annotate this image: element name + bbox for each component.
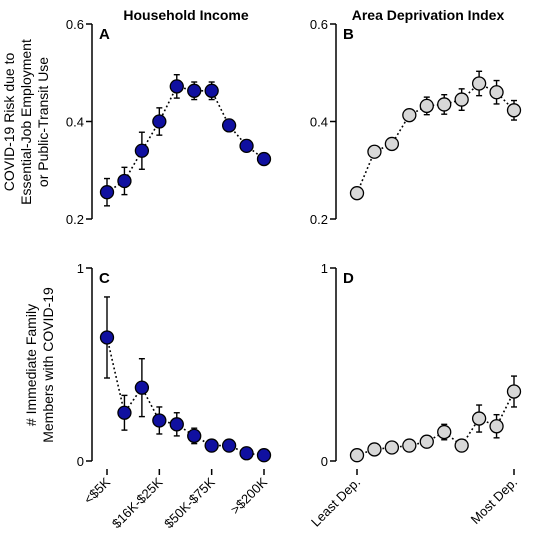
- panel-a-income-risk: 0.2 0.4 0.6 A: [66, 17, 272, 227]
- panel-c-income-family: 0 1C <$5K$16K-$25K$50K-$75K >$200K: [77, 261, 272, 531]
- ylabel-risk-line1: COVID-19 Risk due to: [1, 53, 17, 192]
- y-tick-label: 0.2: [310, 212, 328, 227]
- data-point: [454, 438, 469, 453]
- y-tick-label: 0.2: [66, 212, 84, 227]
- data-point: [99, 185, 115, 200]
- data-point: [367, 442, 382, 457]
- data-point: [169, 79, 184, 94]
- y-tick-label: 0.6: [66, 17, 84, 32]
- data-point: [134, 380, 150, 395]
- panel-b-adi-risk: 0.2 0.4 0.6 B: [310, 17, 522, 227]
- data-point: [239, 138, 254, 154]
- panel-d-adi-family: 0 1D Least Dep. Most Dep.: [308, 261, 522, 530]
- ylabel-risk-line2: Essential-Job Employment: [18, 39, 34, 205]
- data-point: [204, 438, 219, 453]
- data-point: [471, 411, 487, 426]
- data-point: [384, 440, 400, 455]
- data-point: [419, 434, 434, 449]
- ylabel-family-line2: Members with COVID-19: [40, 287, 56, 443]
- data-point: [384, 136, 400, 152]
- panel-letter: A: [99, 26, 110, 43]
- data-point: [152, 114, 167, 129]
- data-point: [402, 438, 417, 453]
- series-connector-line: [106, 337, 265, 456]
- data-point: [239, 446, 254, 461]
- panel-letter: B: [343, 26, 354, 43]
- y-tick-label: 0: [321, 454, 328, 469]
- panel-letter: D: [343, 270, 354, 287]
- data-point: [437, 424, 452, 440]
- data-point: [134, 143, 150, 158]
- data-point: [471, 76, 487, 91]
- data-point: [367, 144, 382, 159]
- data-point: [117, 405, 132, 420]
- data-point: [402, 108, 417, 123]
- data-point: [204, 83, 219, 98]
- y-tick-label: 0.4: [66, 115, 84, 130]
- x-tick-label: $16K-$25K: [109, 474, 166, 531]
- ylabel-family-line1: # Immediate Family: [23, 304, 39, 426]
- col-title-income: Household Income: [123, 7, 248, 23]
- series-connector-line: [106, 85, 265, 193]
- panel-letter: C: [99, 270, 110, 287]
- y-tick-label: 1: [321, 261, 328, 276]
- data-point: [187, 428, 202, 444]
- data-point: [187, 83, 202, 98]
- data-point: [221, 438, 237, 453]
- data-point: [152, 413, 167, 428]
- data-point: [489, 419, 504, 434]
- data-point: [169, 417, 184, 432]
- data-point: [437, 97, 452, 112]
- y-tick-label: 0: [77, 454, 84, 469]
- x-tick-label: Least Dep.: [308, 475, 363, 530]
- data-point: [221, 118, 237, 133]
- data-point: [506, 103, 522, 118]
- x-tick-label: <$5K: [81, 474, 114, 507]
- data-point: [489, 85, 504, 100]
- x-tick-label: Most Dep.: [468, 475, 521, 528]
- y-tick-label: 0.6: [310, 17, 328, 32]
- data-point: [117, 173, 132, 189]
- data-point: [419, 98, 434, 114]
- y-tick-label: 1: [77, 261, 84, 276]
- data-point: [506, 384, 522, 399]
- series-connector-line: [356, 82, 515, 194]
- data-point: [256, 151, 272, 167]
- x-tick-label: >$200K: [228, 474, 271, 517]
- x-tick-label: $50K-$75K: [161, 474, 218, 531]
- data-point: [99, 330, 115, 345]
- series-connector-line: [356, 391, 515, 456]
- data-point: [349, 186, 365, 201]
- y-tick-label: 0.4: [310, 115, 328, 130]
- ylabel-risk-line3: or Public-Transit Use: [35, 57, 51, 187]
- col-title-adi: Area Deprivation Index: [352, 7, 505, 23]
- data-point: [454, 92, 469, 107]
- data-point: [349, 448, 365, 463]
- data-point: [256, 448, 272, 463]
